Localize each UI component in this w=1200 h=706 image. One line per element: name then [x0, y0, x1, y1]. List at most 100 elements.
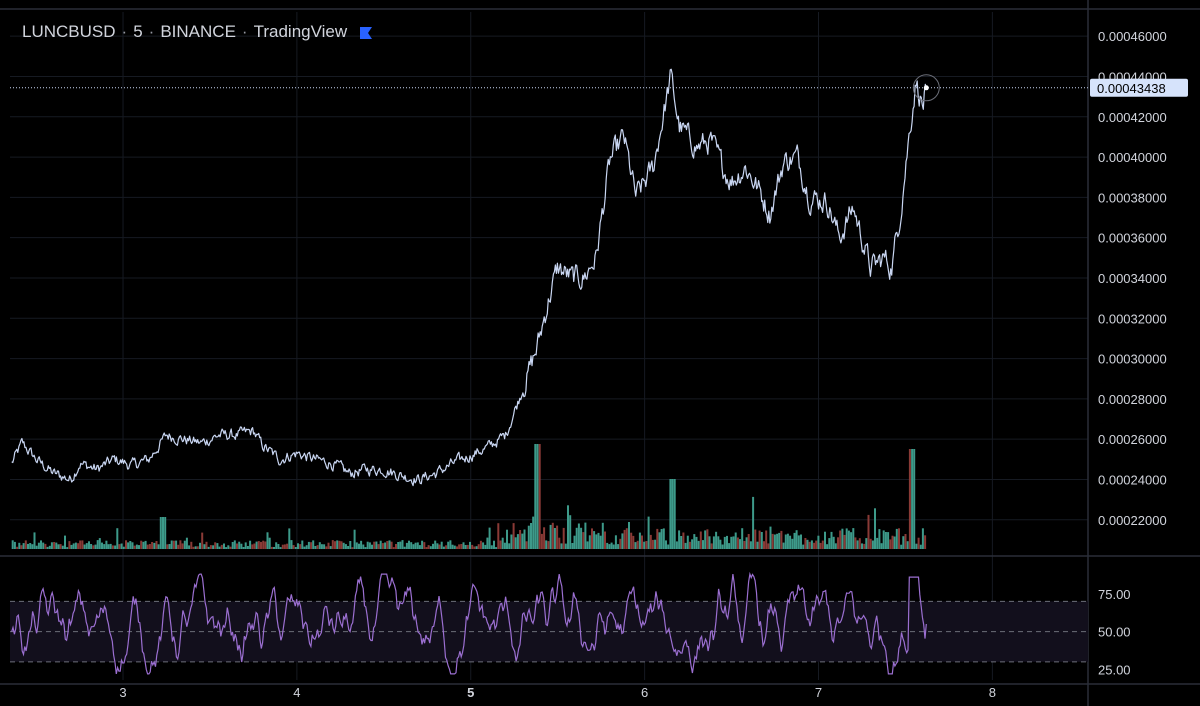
volume-bar: [673, 479, 676, 549]
volume-bar: [477, 544, 480, 549]
volume-bar: [270, 546, 273, 549]
volume-bar: [878, 529, 881, 549]
volume-bar: [290, 540, 293, 549]
volume-bar: [329, 546, 332, 549]
volume-bar: [758, 530, 761, 549]
price-axis[interactable]: 0.000460000.000440000.000420000.00040000…: [1098, 29, 1167, 677]
volume-bar: [495, 547, 498, 549]
volume-bar: [636, 540, 639, 549]
volume-bar: [760, 532, 763, 549]
volume-bar: [678, 530, 681, 549]
flag-icon[interactable]: [359, 26, 373, 40]
volume-bar: [861, 543, 863, 549]
volume-bar: [390, 541, 393, 549]
volume-bar: [765, 530, 768, 549]
volume-bar: [27, 543, 29, 549]
volume-bar: [229, 546, 232, 549]
volume-bar: [684, 542, 687, 549]
volume-bar: [612, 544, 615, 549]
symbol-name[interactable]: LUNCBUSD: [22, 22, 116, 41]
volume-bar: [240, 543, 243, 549]
volume-bar: [242, 547, 245, 549]
volume-bar: [778, 532, 781, 549]
volume-bar: [244, 542, 247, 549]
volume-bar: [571, 543, 574, 549]
volume-bar: [218, 546, 221, 549]
volume-bar: [279, 547, 282, 549]
volume-bar: [739, 539, 741, 549]
volume-bar: [172, 540, 175, 549]
volume-bar: [776, 533, 779, 549]
volume-bar: [281, 544, 284, 549]
volume-bar: [305, 545, 308, 549]
volume-bar: [425, 547, 428, 549]
volume-bar: [384, 542, 387, 549]
volume-bar: [543, 527, 546, 549]
volume-bar: [884, 532, 887, 549]
volume-bar: [771, 533, 774, 549]
price-tick-label: 0.00036000: [1098, 231, 1167, 246]
volume-bar: [133, 545, 136, 549]
volume-bar: [521, 533, 524, 549]
volume-bar: [512, 523, 515, 549]
volume-bar: [155, 541, 158, 549]
volume-bar: [601, 522, 604, 549]
volume-bar: [347, 546, 350, 549]
crosshair-circle: [912, 74, 940, 102]
volume-bar: [856, 540, 859, 549]
volume-bar: [499, 540, 502, 549]
volume-bar: [628, 522, 630, 549]
volume-bar: [181, 543, 184, 549]
volume-bar: [688, 541, 691, 549]
volume-bar: [440, 541, 443, 549]
rsi-tick-label: 50.00: [1098, 625, 1131, 640]
volume-bar: [847, 530, 850, 549]
volume-bar: [660, 529, 663, 549]
volume-bar: [142, 541, 145, 549]
volume-bar: [473, 546, 476, 549]
volume-bar: [125, 540, 127, 549]
volume-bar: [584, 522, 587, 549]
volume-bar: [506, 529, 508, 549]
volume-bar: [797, 535, 800, 549]
price-tick-label: 0.00030000: [1098, 352, 1167, 367]
volume-bar: [913, 449, 916, 549]
volume-bar: [57, 544, 60, 549]
volume-bar: [307, 541, 310, 549]
volume-bar: [728, 543, 731, 549]
volume-bar: [360, 540, 363, 549]
volume-bar: [79, 540, 82, 549]
time-tick-label: 5: [467, 685, 474, 700]
volume-bar: [131, 542, 134, 549]
volume-bar: [111, 545, 114, 549]
volume-bar: [582, 532, 585, 549]
volume-bar: [434, 540, 437, 549]
price-tick-label: 0.00034000: [1098, 271, 1167, 286]
volume-bar: [72, 543, 75, 549]
volume-bar: [373, 541, 376, 549]
volume-bar: [362, 544, 365, 549]
volume-bar: [414, 542, 417, 549]
volume-bar: [283, 544, 286, 549]
volume-bar: [16, 546, 19, 549]
volume-bar: [599, 535, 602, 549]
time-axis[interactable]: 3 4 5 6 7 8: [119, 685, 996, 700]
volume-bar: [871, 540, 874, 549]
volume-bar: [895, 528, 898, 549]
volume-bar: [704, 530, 707, 549]
volume-bar: [876, 537, 879, 549]
exchange-label: BINANCE: [160, 22, 236, 41]
volume-bar: [651, 539, 654, 549]
volume-bar: [418, 545, 421, 549]
volume-bar: [821, 540, 824, 549]
volume-bar: [880, 543, 883, 549]
volume-bar: [127, 542, 130, 549]
volume-bar: [551, 522, 554, 549]
price-tick-label: 0.00040000: [1098, 150, 1167, 165]
volume-bar: [412, 544, 415, 549]
volume-bar: [371, 544, 373, 549]
volume-bar: [342, 542, 345, 549]
volume-bar: [81, 540, 84, 549]
symbol-legend[interactable]: LUNCBUSD · 5 · BINANCE · TradingView: [22, 22, 373, 42]
